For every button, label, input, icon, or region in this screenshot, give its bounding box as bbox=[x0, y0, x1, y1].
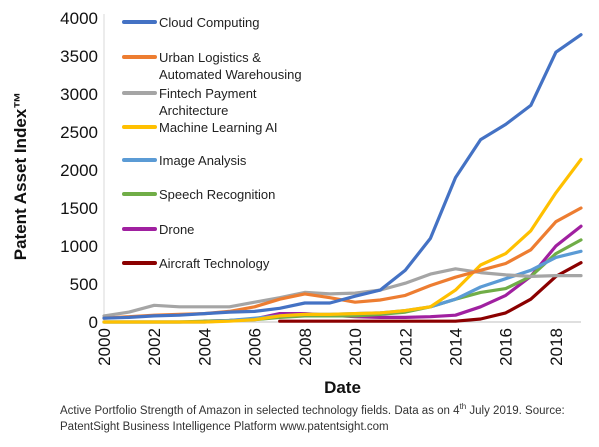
legend-entry: Fintech Payment Architecture bbox=[159, 86, 257, 118]
y-tick-label: 3000 bbox=[60, 85, 98, 104]
legend-entry: Drone bbox=[159, 222, 194, 237]
x-tick-label: 2002 bbox=[145, 328, 164, 366]
y-tick-label: 3500 bbox=[60, 47, 98, 66]
x-tick-label: 2018 bbox=[547, 328, 566, 366]
legend-entry-line: Machine Learning AI bbox=[159, 120, 278, 135]
legend-entry: Image Analysis bbox=[159, 153, 247, 168]
x-tick-label: 2004 bbox=[195, 328, 214, 366]
caption-text-part2: July 2019. Source: PatentSight Business … bbox=[60, 405, 565, 433]
y-tick-label: 2500 bbox=[60, 123, 98, 142]
legend-entry: Urban Logistics & Automated Warehousing bbox=[159, 50, 302, 82]
y-tick-label: 1500 bbox=[60, 199, 98, 218]
y-tick-label: 4000 bbox=[60, 9, 98, 28]
x-tick-label: 2014 bbox=[446, 328, 465, 366]
legend-entry-line: Automated Warehousing bbox=[159, 67, 302, 82]
legend-entry-line: Architecture bbox=[159, 103, 228, 118]
x-tick-label: 2016 bbox=[497, 328, 516, 366]
legend-entry-line: Urban Logistics & bbox=[159, 50, 261, 65]
x-axis-title: Date bbox=[324, 378, 361, 397]
chart-caption: Active Portfolio Strength of Amazon in s… bbox=[60, 403, 588, 435]
caption-text-part1: Active Portfolio Strength of Amazon in s… bbox=[60, 405, 460, 417]
x-tick-label: 2010 bbox=[346, 328, 365, 366]
y-tick-label: 1000 bbox=[60, 237, 98, 256]
x-axis: 2000 2002 2004 2006 2008 2010 2012 2014 2016 2018 bbox=[95, 328, 566, 366]
series-line-fintech-payment-architecture bbox=[102, 267, 583, 318]
legend-entry: Cloud Computing bbox=[159, 15, 259, 30]
legend-entry: Machine Learning AI bbox=[159, 120, 278, 135]
x-tick-label: 2008 bbox=[296, 328, 315, 366]
x-tick-label: 2000 bbox=[95, 328, 114, 366]
legend: Cloud Computing Urban Logistics & Automate… bbox=[122, 15, 302, 271]
series-line-cloud-computing bbox=[102, 33, 583, 320]
y-axis: 0 500 1000 1500 2000 2500 3000 3500 4000 bbox=[60, 9, 98, 332]
legend-entry-line: Image Analysis bbox=[159, 153, 247, 168]
y-axis-title: Patent Asset Index™ bbox=[11, 92, 30, 260]
legend-entry-line: Aircraft Technology bbox=[159, 256, 270, 271]
x-tick-label: 2006 bbox=[246, 328, 265, 366]
x-tick-label: 2012 bbox=[396, 328, 415, 366]
legend-entry-line: Fintech Payment bbox=[159, 86, 257, 101]
legend-entry-line: Speech Recognition bbox=[159, 187, 275, 202]
series-lines bbox=[102, 33, 583, 324]
legend-entry: Speech Recognition bbox=[159, 187, 275, 202]
series-line-machine-learning-ai bbox=[102, 157, 583, 324]
legend-entry-line: Cloud Computing bbox=[159, 15, 259, 30]
y-tick-label: 0 bbox=[89, 313, 98, 332]
legend-entry-line: Drone bbox=[159, 222, 194, 237]
series-line-aircraft-technology bbox=[278, 261, 583, 323]
legend-entry: Aircraft Technology bbox=[159, 256, 270, 271]
y-tick-label: 500 bbox=[70, 275, 98, 294]
caption-superscript: th bbox=[459, 402, 467, 412]
y-tick-label: 2000 bbox=[60, 161, 98, 180]
